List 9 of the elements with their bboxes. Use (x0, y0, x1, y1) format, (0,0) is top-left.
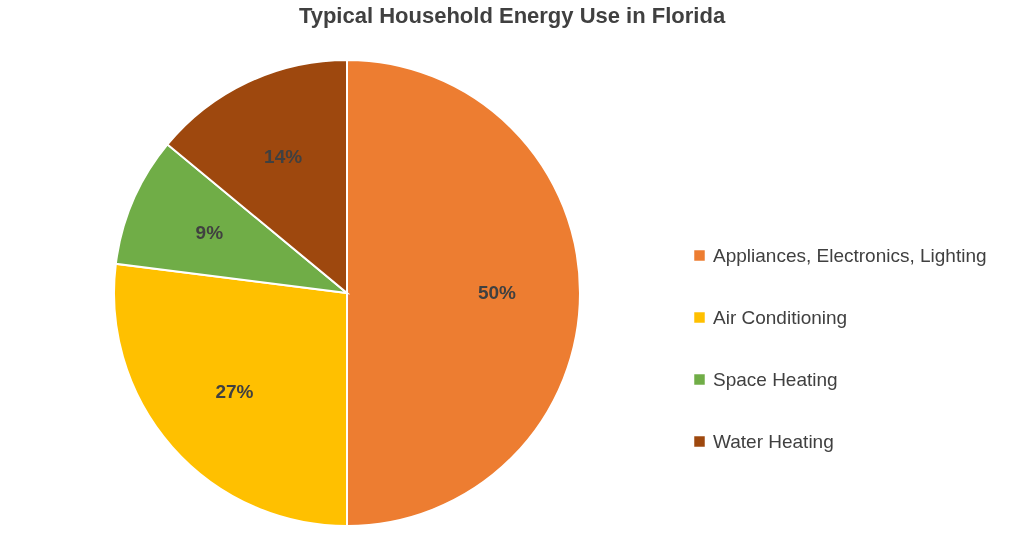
data-label: 14% (264, 146, 303, 168)
legend-label: Water Heating (713, 430, 834, 452)
legend-label: Space Heating (713, 368, 838, 390)
data-label: 9% (195, 222, 224, 244)
legend-label: Appliances, Electronics, Lighting (713, 244, 987, 266)
legend-label: Air Conditioning (713, 306, 848, 328)
chart-title: Typical Household Energy Use in Florida (298, 3, 726, 28)
data-label: 50% (477, 282, 517, 303)
data-label: 27% (215, 381, 254, 403)
